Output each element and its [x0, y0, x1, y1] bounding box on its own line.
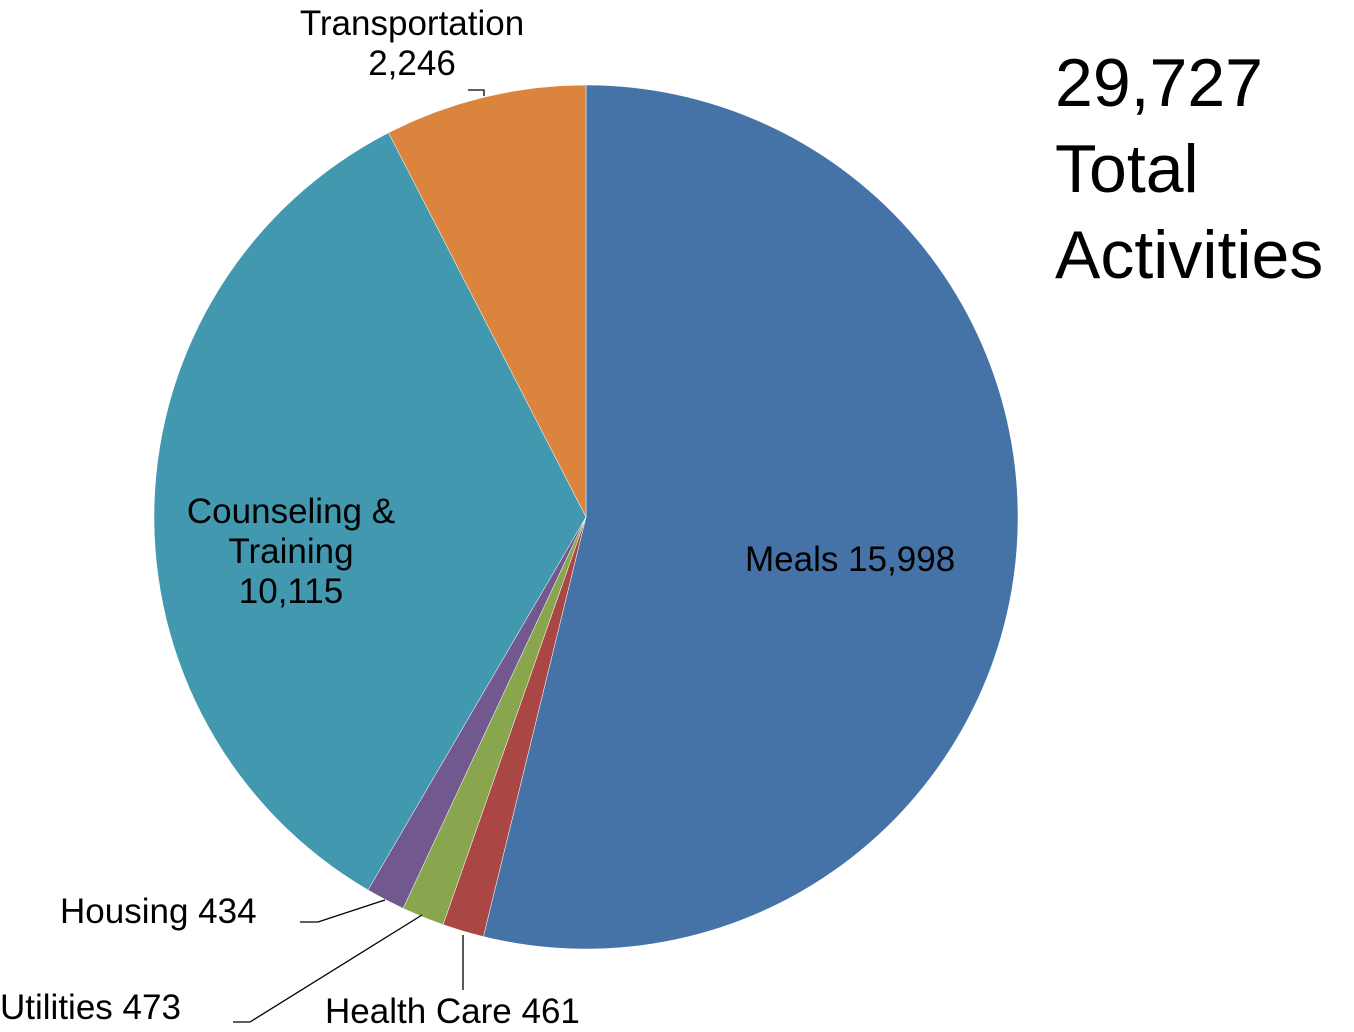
label-category: Health Care: [325, 992, 512, 1031]
annotation-line: Activities: [1055, 217, 1324, 293]
label-value: 10,115: [238, 572, 344, 611]
annotation-line: Total: [1055, 131, 1199, 207]
label-category: Housing: [60, 892, 189, 931]
label-category: Counseling & Training: [186, 492, 396, 571]
label-value: 15,998: [848, 540, 956, 579]
label-value: 461: [521, 992, 580, 1031]
annotation-line: 29,727: [1055, 45, 1263, 121]
data-label: Health Care 461: [325, 992, 655, 1032]
leader-line: [233, 914, 423, 1023]
data-label: Housing 434: [60, 892, 310, 932]
pie-slice: [388, 84, 587, 518]
pie-slice: [153, 132, 587, 891]
data-label: Meals 15,998: [745, 540, 1015, 580]
label-category: Utilities: [0, 988, 113, 1027]
data-label: Counseling & Training 10,115: [160, 492, 422, 612]
leader-line: [468, 89, 485, 96]
leader-line: [300, 899, 386, 923]
label-value: 473: [122, 988, 181, 1027]
total-annotation: 29,727 Total Activities: [1055, 40, 1323, 298]
data-label: Transportation 2,246: [272, 4, 552, 84]
label-value: 434: [198, 892, 257, 931]
label-value: 2,246: [368, 44, 456, 83]
data-label: Utilities 473: [0, 988, 240, 1028]
label-category: Transportation: [299, 4, 525, 43]
label-category: Meals: [745, 540, 839, 579]
pie-slice: [483, 84, 1019, 950]
